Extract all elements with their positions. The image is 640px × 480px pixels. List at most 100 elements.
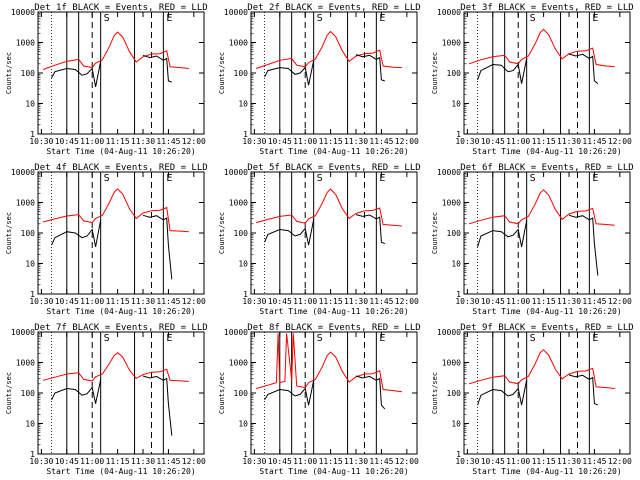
x-tick-label: 11:30 — [557, 457, 581, 466]
black-events-series-line — [355, 54, 385, 82]
x-tick-label: 11:30 — [131, 457, 155, 466]
red-lld-series-line — [468, 189, 615, 226]
x-tick-label: 11:15 — [532, 297, 556, 306]
red-lld-series-line — [42, 31, 189, 70]
panel-title: Det 3f BLACK = Events, RED = LLD — [460, 3, 633, 13]
marker-annotation: E — [166, 333, 172, 344]
y-axis-label: Counts/sec — [431, 372, 439, 414]
red-lld-series-line — [255, 188, 402, 227]
y-tick-label: 1 — [456, 450, 461, 459]
y-tick-label: 1000 — [442, 359, 461, 368]
x-tick-label: 12:00 — [395, 297, 419, 306]
y-tick-label: 10 — [25, 100, 35, 109]
x-tick-label: 11:45 — [582, 297, 606, 306]
x-tick-label: 10:45 — [481, 457, 505, 466]
plot-frame — [463, 11, 631, 135]
x-tick-label: 11:15 — [319, 297, 343, 306]
x-tick-label: 10:30 — [242, 137, 266, 146]
marker-annotation: S — [317, 13, 323, 24]
y-tick-label: 10000 — [224, 8, 248, 17]
y-tick-label: 1000 — [16, 359, 35, 368]
marker-annotation: S — [530, 173, 536, 184]
y-tick-label: 1 — [30, 290, 35, 299]
x-tick-label: 11:30 — [131, 137, 155, 146]
red-lld-series-line — [42, 188, 189, 233]
plot-frame — [250, 11, 418, 135]
y-tick-label: 10000 — [437, 8, 461, 17]
x-tick-label: 11:15 — [106, 457, 130, 466]
x-tick-label: 12:00 — [182, 457, 206, 466]
black-events-series-line — [264, 380, 315, 406]
x-tick-label: 11:30 — [557, 137, 581, 146]
y-tick-label: 100 — [234, 389, 249, 398]
marker-annotation: S — [317, 173, 323, 184]
x-tick-label: 12:00 — [395, 137, 419, 146]
marker-annotation: E — [166, 13, 172, 24]
x-tick-label: 11:30 — [344, 137, 368, 146]
y-tick-label: 10000 — [11, 168, 35, 177]
x-tick-label: 11:30 — [344, 457, 368, 466]
red-lld-series-line — [255, 30, 402, 69]
detector-panel-5: Det 5f BLACK = Events, RED = LLD 1 10 100 10… — [218, 163, 421, 316]
marker-annotation: S — [530, 13, 536, 24]
marker-annotation: E — [166, 173, 172, 184]
detector-panel-9: Det 9f BLACK = Events, RED = LLD 1 10 100 10… — [431, 323, 634, 476]
x-tick-label: 11:45 — [156, 457, 180, 466]
y-axis-label: Counts/sec — [431, 52, 439, 94]
y-tick-label: 10000 — [224, 328, 248, 337]
x-tick-label: 10:30 — [455, 137, 479, 146]
marker-annotation: E — [379, 13, 385, 24]
y-tick-label: 1 — [243, 290, 248, 299]
plot-frame — [463, 331, 631, 455]
x-tick-label: 11:30 — [344, 297, 368, 306]
black-events-series-line — [568, 374, 599, 406]
x-axis-label: Start Time (04-Aug-11 10:26:20) — [472, 147, 621, 156]
plot-frame — [250, 331, 418, 455]
detector-panel-4: Det 4f BLACK = Events, RED = LLD 1 10 100 10… — [5, 163, 208, 316]
x-tick-label: 11:00 — [506, 137, 530, 146]
marker-annotation: E — [592, 333, 598, 344]
panel-title: Det 8f BLACK = Events, RED = LLD — [247, 323, 420, 333]
x-tick-label: 10:45 — [481, 137, 505, 146]
black-events-series-line — [51, 60, 102, 87]
panel-title: Det 7f BLACK = Events, RED = LLD — [34, 323, 207, 333]
x-axis-label: Start Time (04-Aug-11 10:26:20) — [46, 467, 195, 476]
red-lld-series-line — [255, 333, 402, 393]
detector-panel-8: Det 8f BLACK = Events, RED = LLD 1 10 100 10… — [218, 323, 421, 476]
black-events-series-line — [477, 58, 528, 84]
y-axis-label: Counts/sec — [5, 52, 13, 94]
y-tick-label: 100 — [447, 389, 462, 398]
y-tick-label: 10000 — [224, 168, 248, 177]
x-tick-label: 11:00 — [506, 457, 530, 466]
black-events-series-line — [264, 60, 315, 86]
y-tick-label: 1 — [243, 130, 248, 139]
y-tick-label: 100 — [21, 229, 36, 238]
detector-panel-2: Det 2f BLACK = Events, RED = LLD 1 10 100 10… — [218, 3, 421, 156]
plot-frame — [250, 171, 418, 295]
y-tick-label: 100 — [234, 69, 249, 78]
panel-title: Det 4f BLACK = Events, RED = LLD — [34, 163, 207, 173]
x-axis-label: Start Time (04-Aug-11 10:26:20) — [472, 467, 621, 476]
x-tick-label: 12:00 — [182, 137, 206, 146]
x-tick-label: 10:30 — [242, 297, 266, 306]
y-tick-label: 1000 — [229, 39, 248, 48]
y-tick-label: 10000 — [437, 168, 461, 177]
plot-frame — [37, 11, 205, 135]
y-tick-label: 100 — [447, 69, 462, 78]
y-tick-label: 1000 — [229, 359, 248, 368]
x-tick-label: 11:15 — [532, 137, 556, 146]
y-tick-label: 1000 — [442, 39, 461, 48]
x-tick-label: 10:45 — [268, 457, 292, 466]
y-tick-label: 1000 — [442, 199, 461, 208]
x-tick-label: 11:45 — [369, 297, 393, 306]
black-events-series-line — [355, 214, 385, 245]
y-axis-label: Counts/sec — [218, 372, 226, 414]
x-axis-label: Start Time (04-Aug-11 10:26:20) — [259, 147, 408, 156]
x-tick-label: 11:15 — [319, 457, 343, 466]
x-tick-label: 12:00 — [608, 297, 632, 306]
red-lld-series-line — [468, 349, 615, 389]
x-tick-label: 10:30 — [29, 457, 53, 466]
red-lld-series-line — [42, 352, 189, 382]
x-tick-label: 11:45 — [369, 457, 393, 466]
